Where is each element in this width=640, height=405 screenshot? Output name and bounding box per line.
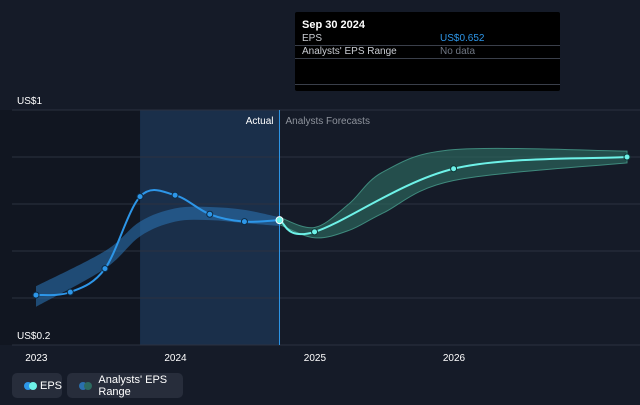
x-axis-tick-labels: 2023 2024 2025 2026 (25, 353, 465, 364)
eps-actual-point (66, 288, 74, 296)
eps-forecast-point (450, 165, 458, 173)
tooltip-divider (295, 84, 560, 85)
eps-actual-line (35, 189, 280, 297)
grid-lines (12, 109, 640, 346)
eps-actual-point (240, 218, 248, 226)
eps-actual-point (136, 193, 144, 201)
x-tick-label: 2024 (164, 353, 187, 364)
eps-forecast-point (623, 153, 631, 161)
tooltip-divider (295, 58, 560, 59)
range-legend-icon (79, 381, 92, 390)
eps-highlight-point (275, 216, 284, 225)
eps-actual-point (206, 210, 214, 218)
actual-label: Actual (246, 116, 274, 127)
y-axis-top-label: US$1 (17, 96, 42, 107)
tooltip-row-range: Analysts' EPS Range No data (302, 46, 553, 59)
eps-legend-icon (24, 381, 37, 390)
x-tick-label: 2023 (25, 353, 48, 364)
legend-label-analysts-eps-range: Analysts' EPS Range (98, 373, 168, 398)
analysts-eps-range-forecast-area (278, 147, 628, 239)
tooltip-date: Sep 30 2024 (302, 19, 365, 31)
eps-actual-point (32, 291, 40, 299)
tooltip: Sep 30 2024 EPS US$0.652 Analysts' EPS R… (295, 12, 560, 91)
eps-actual-point (171, 191, 179, 199)
y-axis-bottom-label: US$0.2 (17, 331, 51, 342)
tooltip-highlight-band (140, 110, 280, 345)
analysts-forecasts-label: Analysts Forecasts (285, 116, 369, 127)
eps-actual-point (101, 265, 109, 273)
eps-points (32, 153, 631, 299)
past-period-band (0, 110, 141, 345)
x-tick-label: 2026 (443, 353, 466, 364)
tooltip-eps-value: US$0.652 (440, 33, 485, 44)
eps-forecast-point (311, 228, 319, 236)
tooltip-range-label: Analysts' EPS Range (302, 46, 397, 57)
legend-label-eps: EPS (39, 379, 62, 392)
tooltip-divider (295, 45, 560, 46)
x-tick-label: 2025 (304, 353, 327, 364)
legend-item-eps[interactable]: EPS (12, 373, 62, 398)
tooltip-row-eps: EPS US$0.652 (302, 33, 553, 46)
legend-item-analysts-eps-range[interactable]: Analysts' EPS Range (67, 373, 183, 398)
tooltip-eps-label: EPS (302, 33, 323, 44)
eps-forecast-line (278, 156, 628, 235)
tooltip-range-value: No data (440, 46, 476, 57)
analysts-eps-range-actual-area (36, 206, 280, 307)
